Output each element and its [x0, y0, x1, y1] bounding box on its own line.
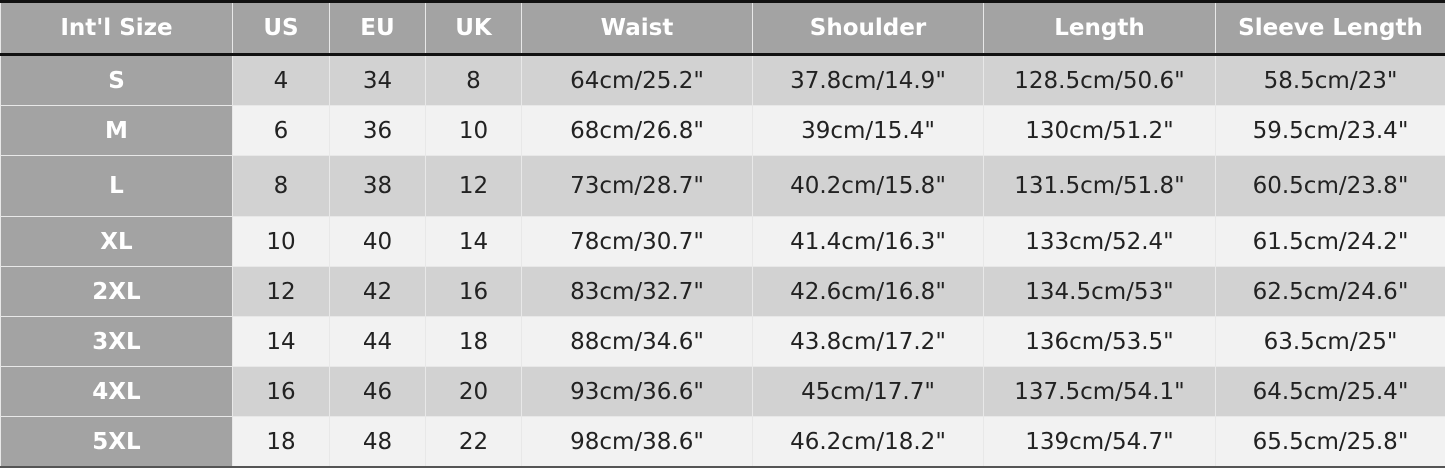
size-label: 4XL: [0, 366, 233, 417]
table-cell: 93cm/36.6": [521, 366, 753, 417]
table-cell: 45cm/17.7": [752, 366, 984, 417]
table-cell: 58.5cm/23": [1215, 54, 1445, 106]
table-cell: 43.8cm/17.2": [752, 316, 984, 367]
column-header: EU: [329, 1, 426, 56]
table-cell: 10: [425, 105, 522, 156]
table-cell: 136cm/53.5": [983, 316, 1216, 367]
column-header: US: [232, 1, 330, 56]
table-cell: 61.5cm/24.2": [1215, 216, 1445, 267]
table-cell: 18: [232, 416, 330, 468]
table-cell: 65.5cm/25.8": [1215, 416, 1445, 468]
size-label: M: [0, 105, 233, 156]
table-cell: 42: [329, 266, 426, 317]
table-cell: 39cm/15.4": [752, 105, 984, 156]
table-cell: 98cm/38.6": [521, 416, 753, 468]
size-label: 3XL: [0, 316, 233, 367]
size-label: L: [0, 155, 233, 217]
column-header: Int'l Size: [0, 1, 233, 56]
table-cell: 134.5cm/53": [983, 266, 1216, 317]
size-label: S: [0, 54, 233, 106]
table-cell: 131.5cm/51.8": [983, 155, 1216, 217]
table-cell: 59.5cm/23.4": [1215, 105, 1445, 156]
table-cell: 73cm/28.7": [521, 155, 753, 217]
table-cell: 68cm/26.8": [521, 105, 753, 156]
table-row: L 8 38 12 73cm/28.7" 40.2cm/15.8" 131.5cm/51.8…: [0, 155, 1445, 217]
table-cell: 22: [425, 416, 522, 468]
table-cell: 78cm/30.7": [521, 216, 753, 267]
column-header: Waist: [521, 1, 753, 56]
table-row: 3XL 14 44 18 88cm/34.6" 43.8cm/17.2" 136cm/53.…: [0, 316, 1445, 367]
table-cell: 40.2cm/15.8": [752, 155, 984, 217]
table-cell: 14: [232, 316, 330, 367]
table-cell: 44: [329, 316, 426, 367]
table-cell: 12: [425, 155, 522, 217]
table-cell: 130cm/51.2": [983, 105, 1216, 156]
table-cell: 88cm/34.6": [521, 316, 753, 367]
table-cell: 60.5cm/23.8": [1215, 155, 1445, 217]
table-cell: 41.4cm/16.3": [752, 216, 984, 267]
header-row: Int'l Size US EU UK Waist Shoulder Length Sleev…: [0, 1, 1445, 56]
table-cell: 12: [232, 266, 330, 317]
table-cell: 36: [329, 105, 426, 156]
size-label: 5XL: [0, 416, 233, 468]
table-cell: 6: [232, 105, 330, 156]
table-cell: 8: [232, 155, 330, 217]
table-cell: 63.5cm/25": [1215, 316, 1445, 367]
size-label: 2XL: [0, 266, 233, 317]
table-cell: 46: [329, 366, 426, 417]
table-row: XL 10 40 14 78cm/30.7" 41.4cm/16.3" 133cm/52.4…: [0, 216, 1445, 267]
table-cell: 64cm/25.2": [521, 54, 753, 106]
table-row: M 6 36 10 68cm/26.8" 39cm/15.4" 130cm/51.2" 59.…: [0, 105, 1445, 156]
table-cell: 48: [329, 416, 426, 468]
table-cell: 16: [425, 266, 522, 317]
table-cell: 34: [329, 54, 426, 106]
table-cell: 139cm/54.7": [983, 416, 1216, 468]
table-cell: 40: [329, 216, 426, 267]
table-cell: 4: [232, 54, 330, 106]
column-header: Length: [983, 1, 1216, 56]
table-row: S 4 34 8 64cm/25.2" 37.8cm/14.9" 128.5cm/50.6"…: [0, 54, 1445, 106]
table-cell: 14: [425, 216, 522, 267]
table-cell: 137.5cm/54.1": [983, 366, 1216, 417]
table-cell: 20: [425, 366, 522, 417]
table-cell: 10: [232, 216, 330, 267]
table-cell: 133cm/52.4": [983, 216, 1216, 267]
column-header: Shoulder: [752, 1, 984, 56]
column-header: Sleeve Length: [1215, 1, 1445, 56]
table-cell: 83cm/32.7": [521, 266, 753, 317]
table-row: 4XL 16 46 20 93cm/36.6" 45cm/17.7" 137.5cm/54.…: [0, 366, 1445, 417]
column-header: UK: [425, 1, 522, 56]
table-cell: 16: [232, 366, 330, 417]
table-cell: 46.2cm/18.2": [752, 416, 984, 468]
table-cell: 38: [329, 155, 426, 217]
table-cell: 62.5cm/24.6": [1215, 266, 1445, 317]
table-cell: 128.5cm/50.6": [983, 54, 1216, 106]
table-cell: 37.8cm/14.9": [752, 54, 984, 106]
table-cell: 8: [425, 54, 522, 106]
table-row: 2XL 12 42 16 83cm/32.7" 42.6cm/16.8" 134.5cm/5…: [0, 266, 1445, 317]
table-cell: 42.6cm/16.8": [752, 266, 984, 317]
table-cell: 64.5cm/25.4": [1215, 366, 1445, 417]
table-cell: 18: [425, 316, 522, 367]
size-label: XL: [0, 216, 233, 267]
table-row: 5XL 18 48 22 98cm/38.6" 46.2cm/18.2" 139cm/54.…: [0, 416, 1445, 468]
